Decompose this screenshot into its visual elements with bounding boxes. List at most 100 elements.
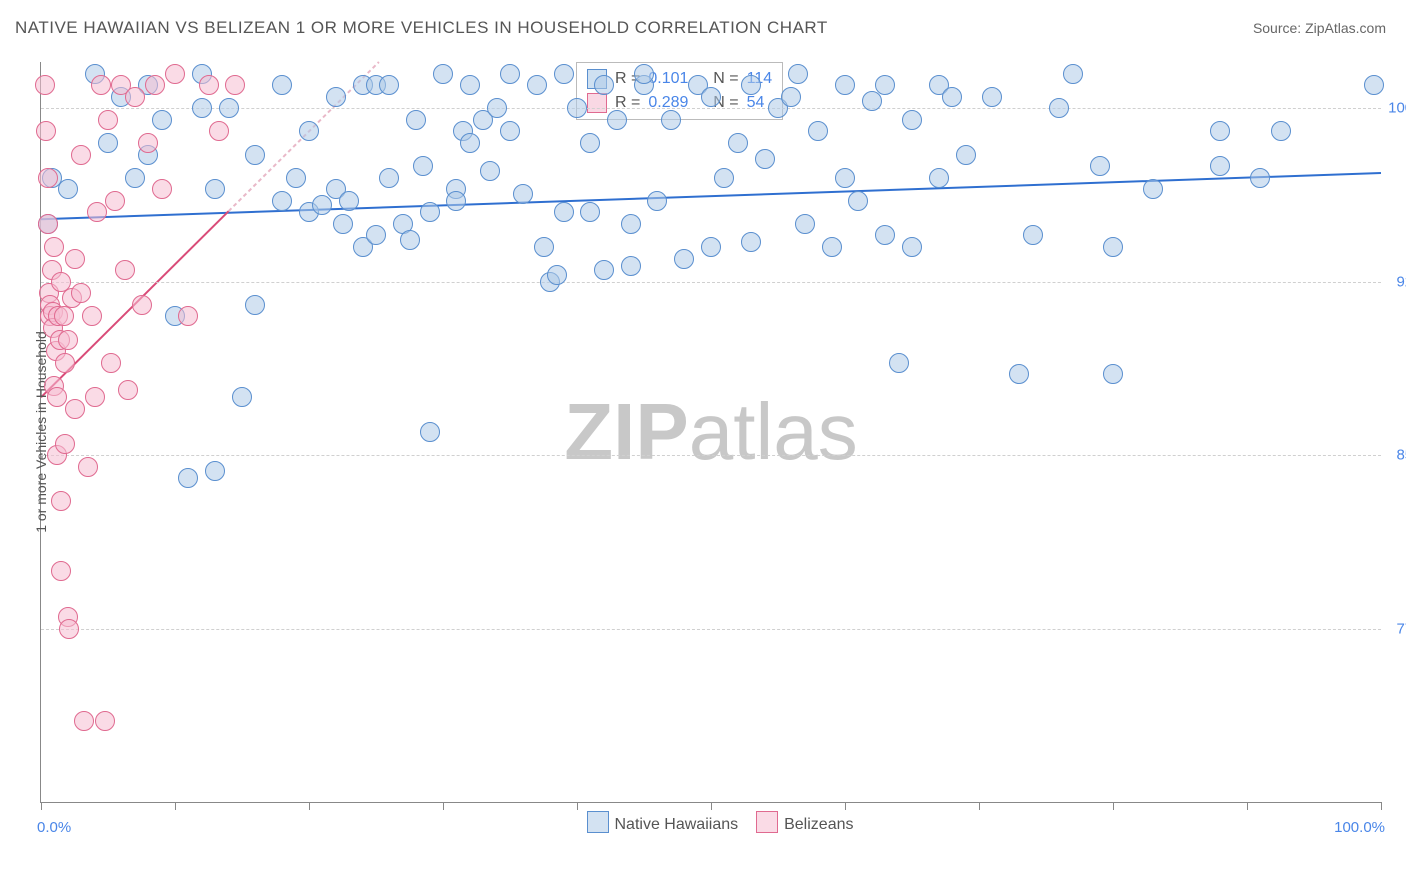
- x-tick: [845, 802, 846, 810]
- data-point: [513, 184, 533, 204]
- chart-title: NATIVE HAWAIIAN VS BELIZEAN 1 OR MORE VE…: [15, 18, 828, 38]
- data-point: [178, 468, 198, 488]
- data-point: [594, 75, 614, 95]
- x-tick: [175, 802, 176, 810]
- data-point: [38, 214, 58, 234]
- data-point: [621, 214, 641, 234]
- data-point: [38, 168, 58, 188]
- data-point: [95, 711, 115, 731]
- data-point: [728, 133, 748, 153]
- data-point: [446, 191, 466, 211]
- data-point: [406, 110, 426, 130]
- data-point: [956, 145, 976, 165]
- y-tick-label: 100.0%: [1388, 100, 1406, 117]
- data-point: [105, 191, 125, 211]
- data-point: [51, 561, 71, 581]
- data-point: [701, 87, 721, 107]
- data-point: [400, 230, 420, 250]
- data-point: [192, 98, 212, 118]
- data-point: [634, 64, 654, 84]
- data-point: [379, 75, 399, 95]
- data-point: [199, 75, 219, 95]
- x-tick: [711, 802, 712, 810]
- data-point: [902, 110, 922, 130]
- data-point: [312, 195, 332, 215]
- data-point: [781, 87, 801, 107]
- data-point: [85, 387, 105, 407]
- data-point: [51, 491, 71, 511]
- data-point: [547, 265, 567, 285]
- data-point: [54, 306, 74, 326]
- source-label: Source: ZipAtlas.com: [1253, 20, 1386, 36]
- data-point: [366, 225, 386, 245]
- data-point: [55, 353, 75, 373]
- x-tick: [443, 802, 444, 810]
- data-point: [1364, 75, 1384, 95]
- data-point: [835, 168, 855, 188]
- data-point: [82, 306, 102, 326]
- data-point: [98, 110, 118, 130]
- data-point: [272, 75, 292, 95]
- data-point: [1103, 237, 1123, 257]
- data-point: [554, 64, 574, 84]
- data-point: [125, 168, 145, 188]
- data-point: [902, 237, 922, 257]
- data-point: [580, 202, 600, 222]
- data-point: [219, 98, 239, 118]
- data-point: [36, 121, 56, 141]
- data-point: [118, 380, 138, 400]
- legend-swatch: [587, 93, 607, 113]
- data-point: [500, 121, 520, 141]
- data-point: [152, 110, 172, 130]
- data-point: [35, 75, 55, 95]
- data-point: [245, 145, 265, 165]
- data-point: [333, 214, 353, 234]
- data-point: [607, 110, 627, 130]
- gridline: [41, 455, 1381, 456]
- data-point: [205, 179, 225, 199]
- x-tick: [1381, 802, 1382, 810]
- data-point: [1090, 156, 1110, 176]
- data-point: [98, 133, 118, 153]
- data-point: [1271, 121, 1291, 141]
- data-point: [889, 353, 909, 373]
- data-point: [209, 121, 229, 141]
- data-point: [714, 168, 734, 188]
- data-point: [145, 75, 165, 95]
- data-point: [74, 711, 94, 731]
- data-point: [165, 64, 185, 84]
- data-point: [460, 75, 480, 95]
- data-point: [58, 179, 78, 199]
- data-point: [1063, 64, 1083, 84]
- watermark: ZIPatlas: [564, 386, 857, 478]
- y-tick-label: 77.5%: [1396, 620, 1406, 637]
- data-point: [808, 121, 828, 141]
- source-link[interactable]: ZipAtlas.com: [1305, 20, 1386, 36]
- data-point: [1049, 98, 1069, 118]
- data-point: [420, 202, 440, 222]
- data-point: [272, 191, 292, 211]
- data-point: [232, 387, 252, 407]
- y-tick-label: 85.0%: [1396, 447, 1406, 464]
- data-point: [245, 295, 265, 315]
- x-tick: [1113, 802, 1114, 810]
- data-point: [862, 91, 882, 111]
- data-point: [87, 202, 107, 222]
- x-tick: [1247, 802, 1248, 810]
- data-point: [1210, 121, 1230, 141]
- data-point: [822, 237, 842, 257]
- data-point: [125, 87, 145, 107]
- data-point: [115, 260, 135, 280]
- y-axis-title: 1 or more Vehicles in Household: [33, 331, 49, 533]
- data-point: [647, 191, 667, 211]
- data-point: [91, 75, 111, 95]
- data-point: [413, 156, 433, 176]
- data-point: [420, 422, 440, 442]
- trend-lines: [41, 62, 1381, 802]
- x-tick: [309, 802, 310, 810]
- data-point: [1009, 364, 1029, 384]
- y-tick-label: 92.5%: [1396, 273, 1406, 290]
- data-point: [534, 237, 554, 257]
- x-tick: [979, 802, 980, 810]
- data-point: [1210, 156, 1230, 176]
